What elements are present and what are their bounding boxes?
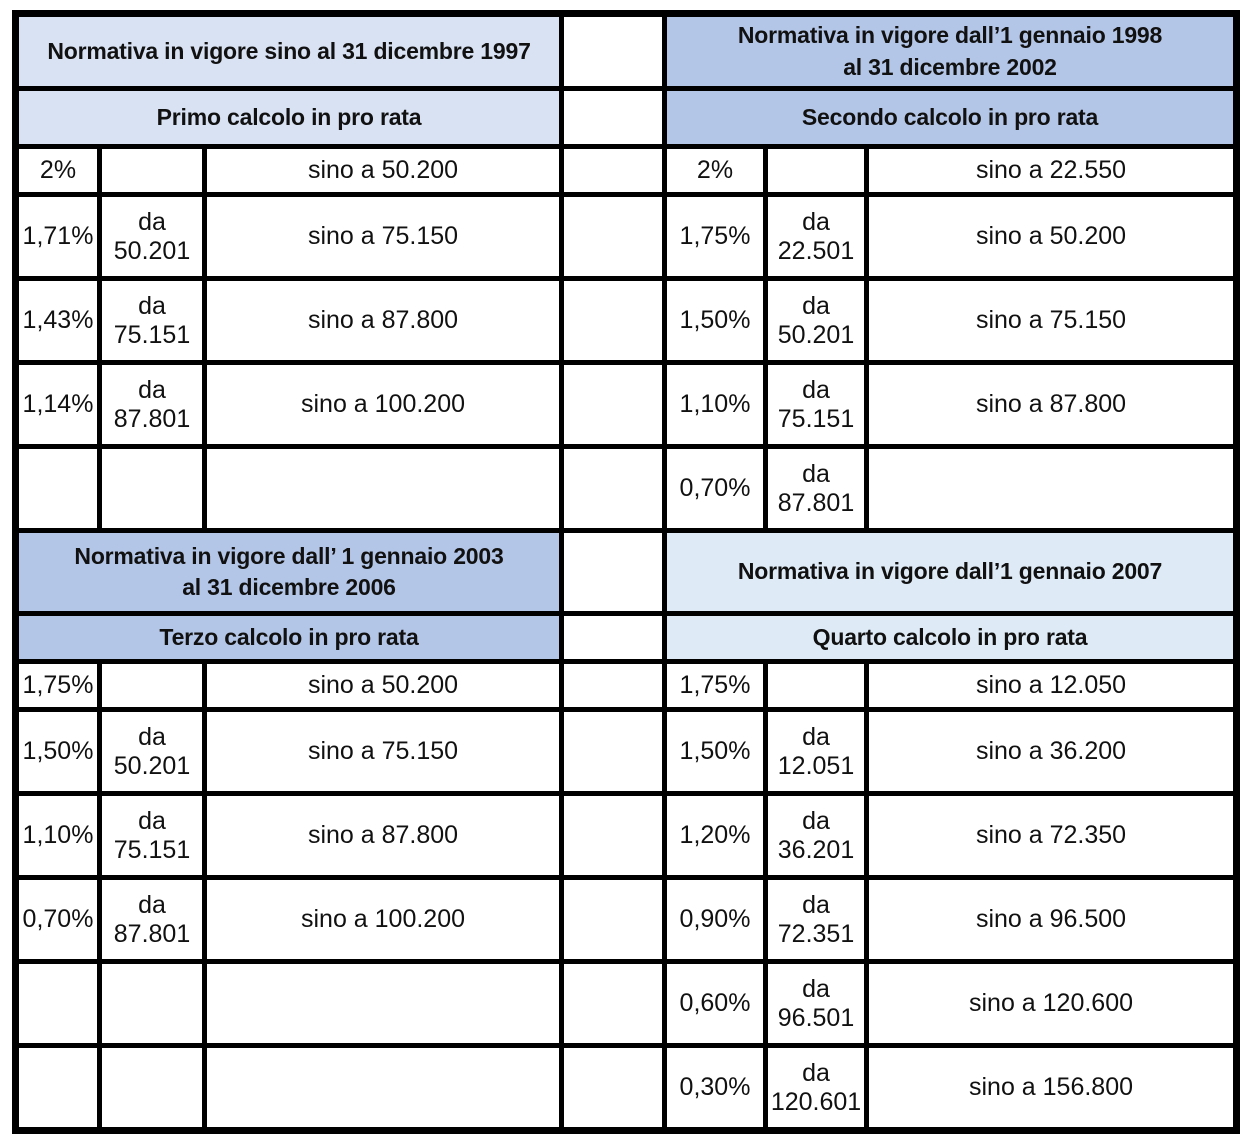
period-header-top-left: Normativa in vigore sino al 31 dicembre … (19, 17, 559, 86)
range-to-cell: sino a 120.600 (869, 964, 1233, 1043)
spacer-cell (564, 796, 662, 875)
calc-header-top-left: Primo calcolo in pro rata (19, 91, 559, 144)
range-from-cell (102, 1048, 202, 1127)
range-from-cell: da 75.151 (102, 281, 202, 360)
range-from-cell: da 87.801 (768, 449, 864, 528)
rate-cell: 1,50% (667, 712, 763, 791)
spacer-cell (564, 880, 662, 959)
range-to-cell: sino a 12.050 (869, 664, 1233, 707)
range-from-cell (102, 449, 202, 528)
range-from-cell: da 36.201 (768, 796, 864, 875)
range-to-cell: sino a 50.200 (207, 664, 559, 707)
rate-cell: 1,14% (19, 365, 97, 444)
range-to-cell: sino a 75.150 (869, 281, 1233, 360)
rate-cell: 1,50% (667, 281, 763, 360)
calc-header-bottom-right: Quarto calcolo in pro rata (667, 616, 1233, 659)
rate-cell: 1,43% (19, 281, 97, 360)
range-to-cell: sino a 22.550 (869, 149, 1233, 192)
range-from-cell (768, 664, 864, 707)
spacer-cell (564, 17, 662, 86)
rate-cell: 0,90% (667, 880, 763, 959)
rate-cell: 1,75% (667, 197, 763, 276)
range-to-cell: sino a 96.500 (869, 880, 1233, 959)
range-from-cell: da 72.351 (768, 880, 864, 959)
rate-cell: 1,10% (667, 365, 763, 444)
range-to-cell: sino a 36.200 (869, 712, 1233, 791)
rate-cell: 1,75% (19, 664, 97, 707)
range-to-cell: sino a 100.200 (207, 880, 559, 959)
range-from-cell: da 87.801 (102, 880, 202, 959)
range-to-cell (207, 449, 559, 528)
calc-header-bottom-left: Terzo calcolo in pro rata (19, 616, 559, 659)
rate-cell: 0,30% (667, 1048, 763, 1127)
spacer-cell (564, 91, 662, 144)
rate-cell: 1,71% (19, 197, 97, 276)
range-from-cell (102, 149, 202, 192)
range-from-cell (102, 664, 202, 707)
rate-cell: 1,75% (667, 664, 763, 707)
rate-cell: 0,70% (19, 880, 97, 959)
calc-header-top-right: Secondo calcolo in pro rata (667, 91, 1233, 144)
range-to-cell: sino a 75.150 (207, 197, 559, 276)
period-header-bottom-left: Normativa in vigore dall’ 1 gennaio 2003… (19, 533, 559, 611)
rate-cell (19, 449, 97, 528)
rate-cell: 0,60% (667, 964, 763, 1043)
pro-rata-tables-grid: Normativa in vigore sino al 31 dicembre … (12, 10, 1240, 1134)
range-to-cell: sino a 87.800 (207, 281, 559, 360)
range-from-cell: da 50.201 (102, 712, 202, 791)
spacer-cell (564, 616, 662, 659)
rate-cell: 2% (667, 149, 763, 192)
range-from-cell: da 87.801 (102, 365, 202, 444)
spacer-cell (564, 365, 662, 444)
rate-cell: 2% (19, 149, 97, 192)
range-to-cell: sino a 75.150 (207, 712, 559, 791)
range-from-cell: da 12.051 (768, 712, 864, 791)
range-from-cell: da 50.201 (768, 281, 864, 360)
range-to-cell (207, 964, 559, 1043)
range-from-cell: da 22.501 (768, 197, 864, 276)
range-to-cell: sino a 100.200 (207, 365, 559, 444)
range-to-cell: sino a 156.800 (869, 1048, 1233, 1127)
rate-cell: 0,70% (667, 449, 763, 528)
spacer-cell (564, 664, 662, 707)
rate-cell: 1,20% (667, 796, 763, 875)
period-header-top-right: Normativa in vigore dall’1 gennaio 1998 … (667, 17, 1233, 86)
spacer-cell (564, 197, 662, 276)
range-from-cell: da 75.151 (768, 365, 864, 444)
range-from-cell: da 50.201 (102, 197, 202, 276)
spacer-cell (564, 533, 662, 611)
rate-cell (19, 964, 97, 1043)
period-header-bottom-right: Normativa in vigore dall’1 gennaio 2007 (667, 533, 1233, 611)
spacer-cell (564, 449, 662, 528)
rate-cell (19, 1048, 97, 1127)
spacer-cell (564, 964, 662, 1043)
rate-cell: 1,10% (19, 796, 97, 875)
range-to-cell (207, 1048, 559, 1127)
range-to-cell: sino a 50.200 (869, 197, 1233, 276)
spacer-cell (564, 149, 662, 192)
spacer-cell (564, 281, 662, 360)
range-to-cell: sino a 72.350 (869, 796, 1233, 875)
range-to-cell: sino a 87.800 (207, 796, 559, 875)
range-to-cell: sino a 50.200 (207, 149, 559, 192)
spacer-cell (564, 1048, 662, 1127)
range-from-cell (102, 964, 202, 1043)
range-from-cell: da 96.501 (768, 964, 864, 1043)
range-from-cell: da 120.601 (768, 1048, 864, 1127)
range-from-cell (768, 149, 864, 192)
rate-cell: 1,50% (19, 712, 97, 791)
spacer-cell (564, 712, 662, 791)
range-from-cell: da 75.151 (102, 796, 202, 875)
range-to-cell: sino a 87.800 (869, 365, 1233, 444)
range-to-cell (869, 449, 1233, 528)
